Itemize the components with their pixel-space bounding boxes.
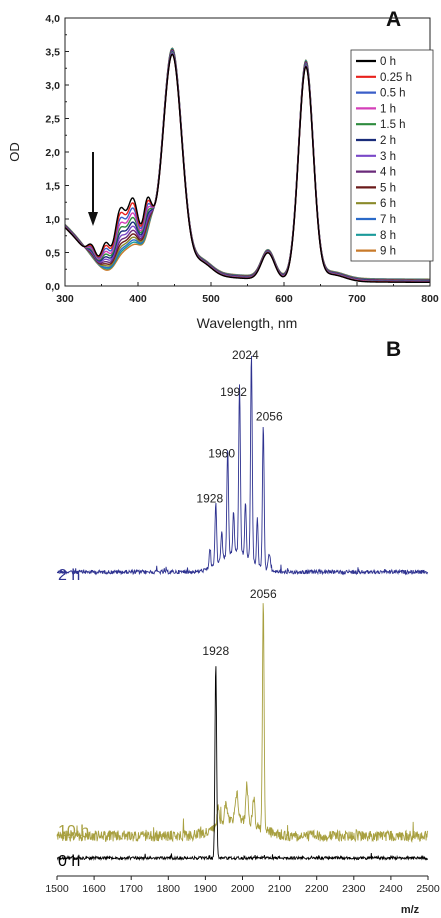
a-x-tick-label: 700: [348, 293, 366, 305]
b-spectrum-10-h: [56, 603, 429, 843]
a-x-tick-label: 400: [129, 293, 147, 305]
b-x-tick-label: 1600: [82, 883, 106, 895]
b-series-label: 0 h: [58, 853, 80, 870]
b-peak-label: 1928: [202, 644, 229, 658]
b-peak-label: 2056: [256, 410, 283, 424]
a-legend-label: 9 h: [380, 246, 396, 258]
b-x-tick-label: 1800: [157, 883, 181, 895]
b-peak-label: 2056: [250, 587, 277, 601]
b-x-axis: 1500 1600 1700 1800 1900 2000 2100 2200 2300 2400…: [45, 876, 440, 895]
a-x-axis-label: Wavelength, nm: [197, 315, 298, 331]
b-peak-label: 1960: [208, 446, 235, 460]
a-curves: [64, 47, 431, 284]
a-y-tick-label: 0,5: [45, 248, 60, 260]
b-x-tick-label: 2200: [305, 883, 329, 895]
a-y-tick-label: 0,0: [45, 281, 60, 293]
panel-label-a: A: [386, 8, 401, 31]
b-peak-label: 1992: [220, 385, 247, 399]
a-y-tick-label: 4,0: [45, 13, 60, 25]
a-x-tick-label: 800: [421, 293, 439, 305]
b-peak-labels: 1928 1960 1992 2024 2056 2056 1928: [196, 348, 283, 658]
b-spectrum-2-h: [56, 356, 429, 576]
a-legend-label: 7 h: [380, 214, 396, 226]
a-y-tick-label: 2,5: [45, 114, 60, 126]
a-legend-label: 8 h: [380, 230, 396, 242]
a-legend-label: 6 h: [380, 198, 396, 210]
b-x-tick-label: 1900: [194, 883, 218, 895]
a-y-tick-label: 1,0: [45, 214, 60, 226]
a-legend-label: 0.25 h: [380, 72, 412, 84]
b-x-tick-label: 1500: [45, 883, 69, 895]
b-x-tick-label: 2000: [231, 883, 255, 895]
a-x-tick-label: 600: [275, 293, 293, 305]
b-x-tick-label: 1700: [120, 883, 144, 895]
a-x-tick-label: 500: [202, 293, 220, 305]
b-spectra: [56, 356, 429, 862]
b-peak-label: 1928: [196, 492, 223, 506]
b-x-axis-label: m/z: [401, 904, 420, 916]
a-legend: 0 h 0.25 h 0.5 h 1 h 1.5 h 2 h 3 h 4 h 5 h 6 h 7 h…: [350, 49, 434, 262]
a-legend-label: 4 h: [380, 167, 396, 179]
b-series-label: 2 h: [58, 567, 80, 584]
panel-label-b: B: [386, 338, 401, 361]
b-series-label: 10 h: [58, 823, 89, 840]
a-y-tick-label: 1,5: [45, 181, 60, 193]
b-peak-label: 2024: [232, 348, 259, 362]
a-legend-label: 1.5 h: [380, 119, 406, 131]
a-y-axis: 0,0 0,5 1,0 1,5 2,0 2,5 3,0 3,5 4,0: [45, 13, 69, 293]
a-legend-label: 1 h: [380, 103, 396, 115]
a-series-line-0-h: [64, 53, 430, 284]
b-x-tick-label: 2100: [268, 883, 292, 895]
b-x-tick-label: 2400: [379, 883, 403, 895]
a-y-tick-label: 3,0: [45, 80, 60, 92]
a-legend-label: 0 h: [380, 56, 396, 68]
b-series-labels: 2 h 10 h 0 h: [58, 567, 89, 870]
a-y-axis-label: OD: [7, 142, 22, 162]
a-x-axis: 300 400 500 600 700 800: [56, 282, 439, 305]
a-x-tick-label: 300: [56, 293, 74, 305]
a-legend-label: 5 h: [380, 182, 396, 194]
arrow-annotation: [88, 152, 98, 226]
b-x-tick-label: 2300: [342, 883, 366, 895]
b-x-tick-label: 2500: [416, 883, 440, 895]
b-spectrum-0-h: [56, 666, 429, 862]
a-legend-label: 0.5 h: [380, 88, 406, 100]
a-legend-label: 2 h: [380, 135, 396, 147]
panel-a-chart: 300 400 500 600 700 800 0,0 0,5 1,0 1,5 2,0 2,5 3,0…: [7, 13, 439, 331]
a-legend-label: 3 h: [380, 151, 396, 163]
a-y-tick-label: 2,0: [45, 147, 60, 159]
a-y-tick-label: 3,5: [45, 47, 60, 59]
